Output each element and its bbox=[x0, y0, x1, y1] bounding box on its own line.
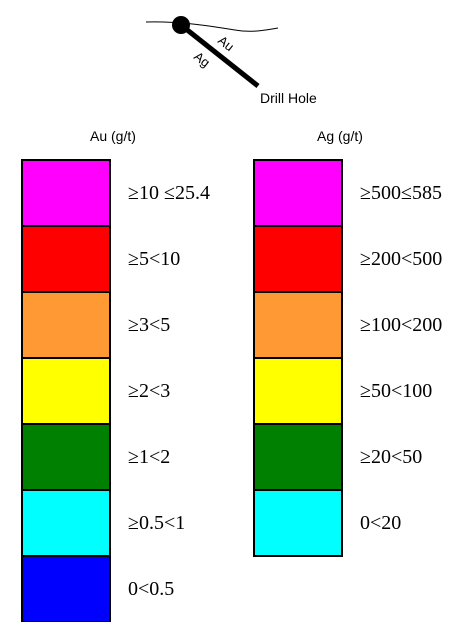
ag-swatch-3 bbox=[253, 291, 343, 359]
au-range-label-4: ≥2<3 bbox=[128, 380, 171, 402]
ag-swatch-6 bbox=[253, 489, 343, 557]
ag-swatch-4 bbox=[253, 357, 343, 425]
drill-hole-schematic: Au Ag Drill Hole bbox=[145, 16, 317, 106]
ag-swatch-1 bbox=[253, 159, 343, 227]
drill-hole-trace bbox=[179, 23, 260, 88]
au-swatch-6 bbox=[21, 489, 111, 557]
ground-surface-line bbox=[145, 21, 279, 32]
au-swatch-1 bbox=[21, 159, 111, 227]
ag-range-label-3: ≥100<200 bbox=[360, 314, 443, 336]
au-swatch-2 bbox=[21, 225, 111, 293]
au-side-label: Au bbox=[215, 33, 237, 55]
au-range-label-2: ≥5<10 bbox=[128, 248, 181, 270]
ag-range-label-5: ≥20<50 bbox=[360, 446, 423, 468]
drill-collar-marker bbox=[172, 16, 190, 34]
au-swatch-3 bbox=[21, 291, 111, 359]
au-swatch-4 bbox=[21, 357, 111, 425]
au-range-label-3: ≥3<5 bbox=[128, 314, 171, 336]
ag-legend-title: Ag (g/t) bbox=[317, 128, 363, 144]
au-swatch-5 bbox=[21, 423, 111, 491]
au-legend-title: Au (g/t) bbox=[90, 128, 136, 144]
ag-range-label-1: ≥500≤585 bbox=[360, 182, 442, 204]
au-range-label-6: ≥0.5<1 bbox=[128, 512, 186, 534]
ag-swatch-2 bbox=[253, 225, 343, 293]
ag-side-label: Ag bbox=[191, 49, 213, 71]
au-range-label-5: ≥1<2 bbox=[128, 446, 171, 468]
ag-range-label-6: 0<20 bbox=[360, 512, 402, 534]
au-swatch-7 bbox=[21, 555, 111, 622]
ag-swatch-5 bbox=[253, 423, 343, 491]
ag-range-label-2: ≥200<500 bbox=[360, 248, 443, 270]
drill-hole-label: Drill Hole bbox=[260, 90, 317, 106]
ag-range-label-4: ≥50<100 bbox=[360, 380, 433, 402]
au-range-label-1: ≥10 ≤25.4 bbox=[128, 182, 210, 204]
au-range-label-7: 0<0.5 bbox=[128, 578, 175, 600]
